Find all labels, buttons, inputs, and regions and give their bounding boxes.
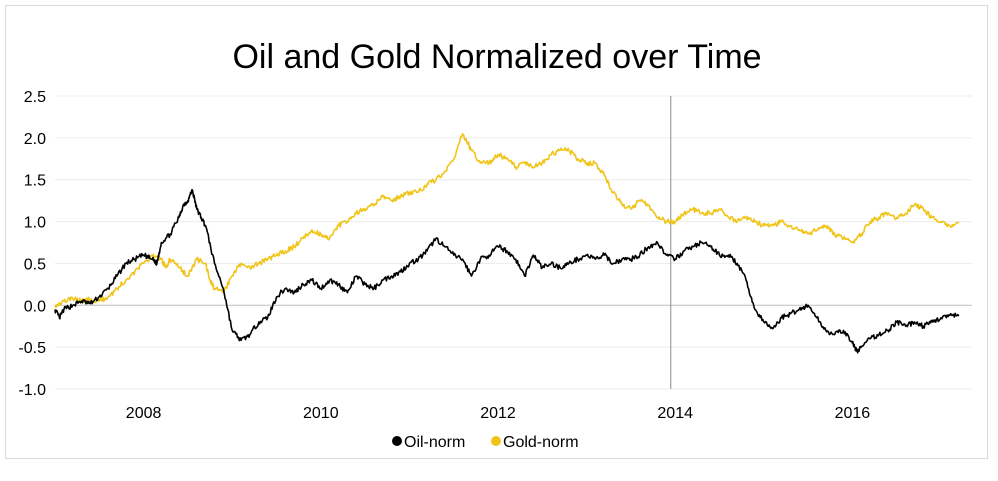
- legend-label-0: Oil-norm: [404, 434, 465, 451]
- y-tick-label: 2.5: [24, 89, 46, 106]
- x-tick-label: 2010: [303, 405, 339, 422]
- x-tick-label: 2016: [835, 405, 871, 422]
- x-tick-label: 2008: [126, 405, 162, 422]
- chart-title: Oil and Gold Normalized over Time: [232, 38, 761, 76]
- y-tick-label: 0.5: [24, 256, 46, 273]
- y-tick-label: -0.5: [18, 340, 46, 357]
- gridlines: [55, 95, 972, 390]
- y-tick-label: 1.5: [24, 173, 46, 190]
- legend: Oil-norm Gold-norm: [392, 434, 579, 451]
- x-tick-label: 2012: [480, 405, 516, 422]
- y-axis-ticks: -1.0 -0.5 0.0 0.5 1.0 1.5 2.0 2.5: [18, 89, 46, 399]
- x-tick-label: 2014: [657, 405, 693, 422]
- series-line-1: [54, 132, 960, 309]
- y-tick-label: 2.0: [24, 131, 46, 148]
- y-tick-label: -1.0: [18, 382, 46, 399]
- legend-swatch-1: [491, 436, 501, 446]
- series-lines: [54, 132, 960, 354]
- legend-label-1: Gold-norm: [503, 434, 579, 451]
- y-tick-label: 0.0: [24, 298, 46, 315]
- chart-frame: [5, 5, 988, 459]
- series-line-0: [54, 189, 960, 354]
- y-tick-label: 1.0: [24, 215, 46, 232]
- x-axis-ticks: 2008 2010 2012 2014 2016: [126, 405, 870, 422]
- legend-swatch-0: [392, 436, 402, 446]
